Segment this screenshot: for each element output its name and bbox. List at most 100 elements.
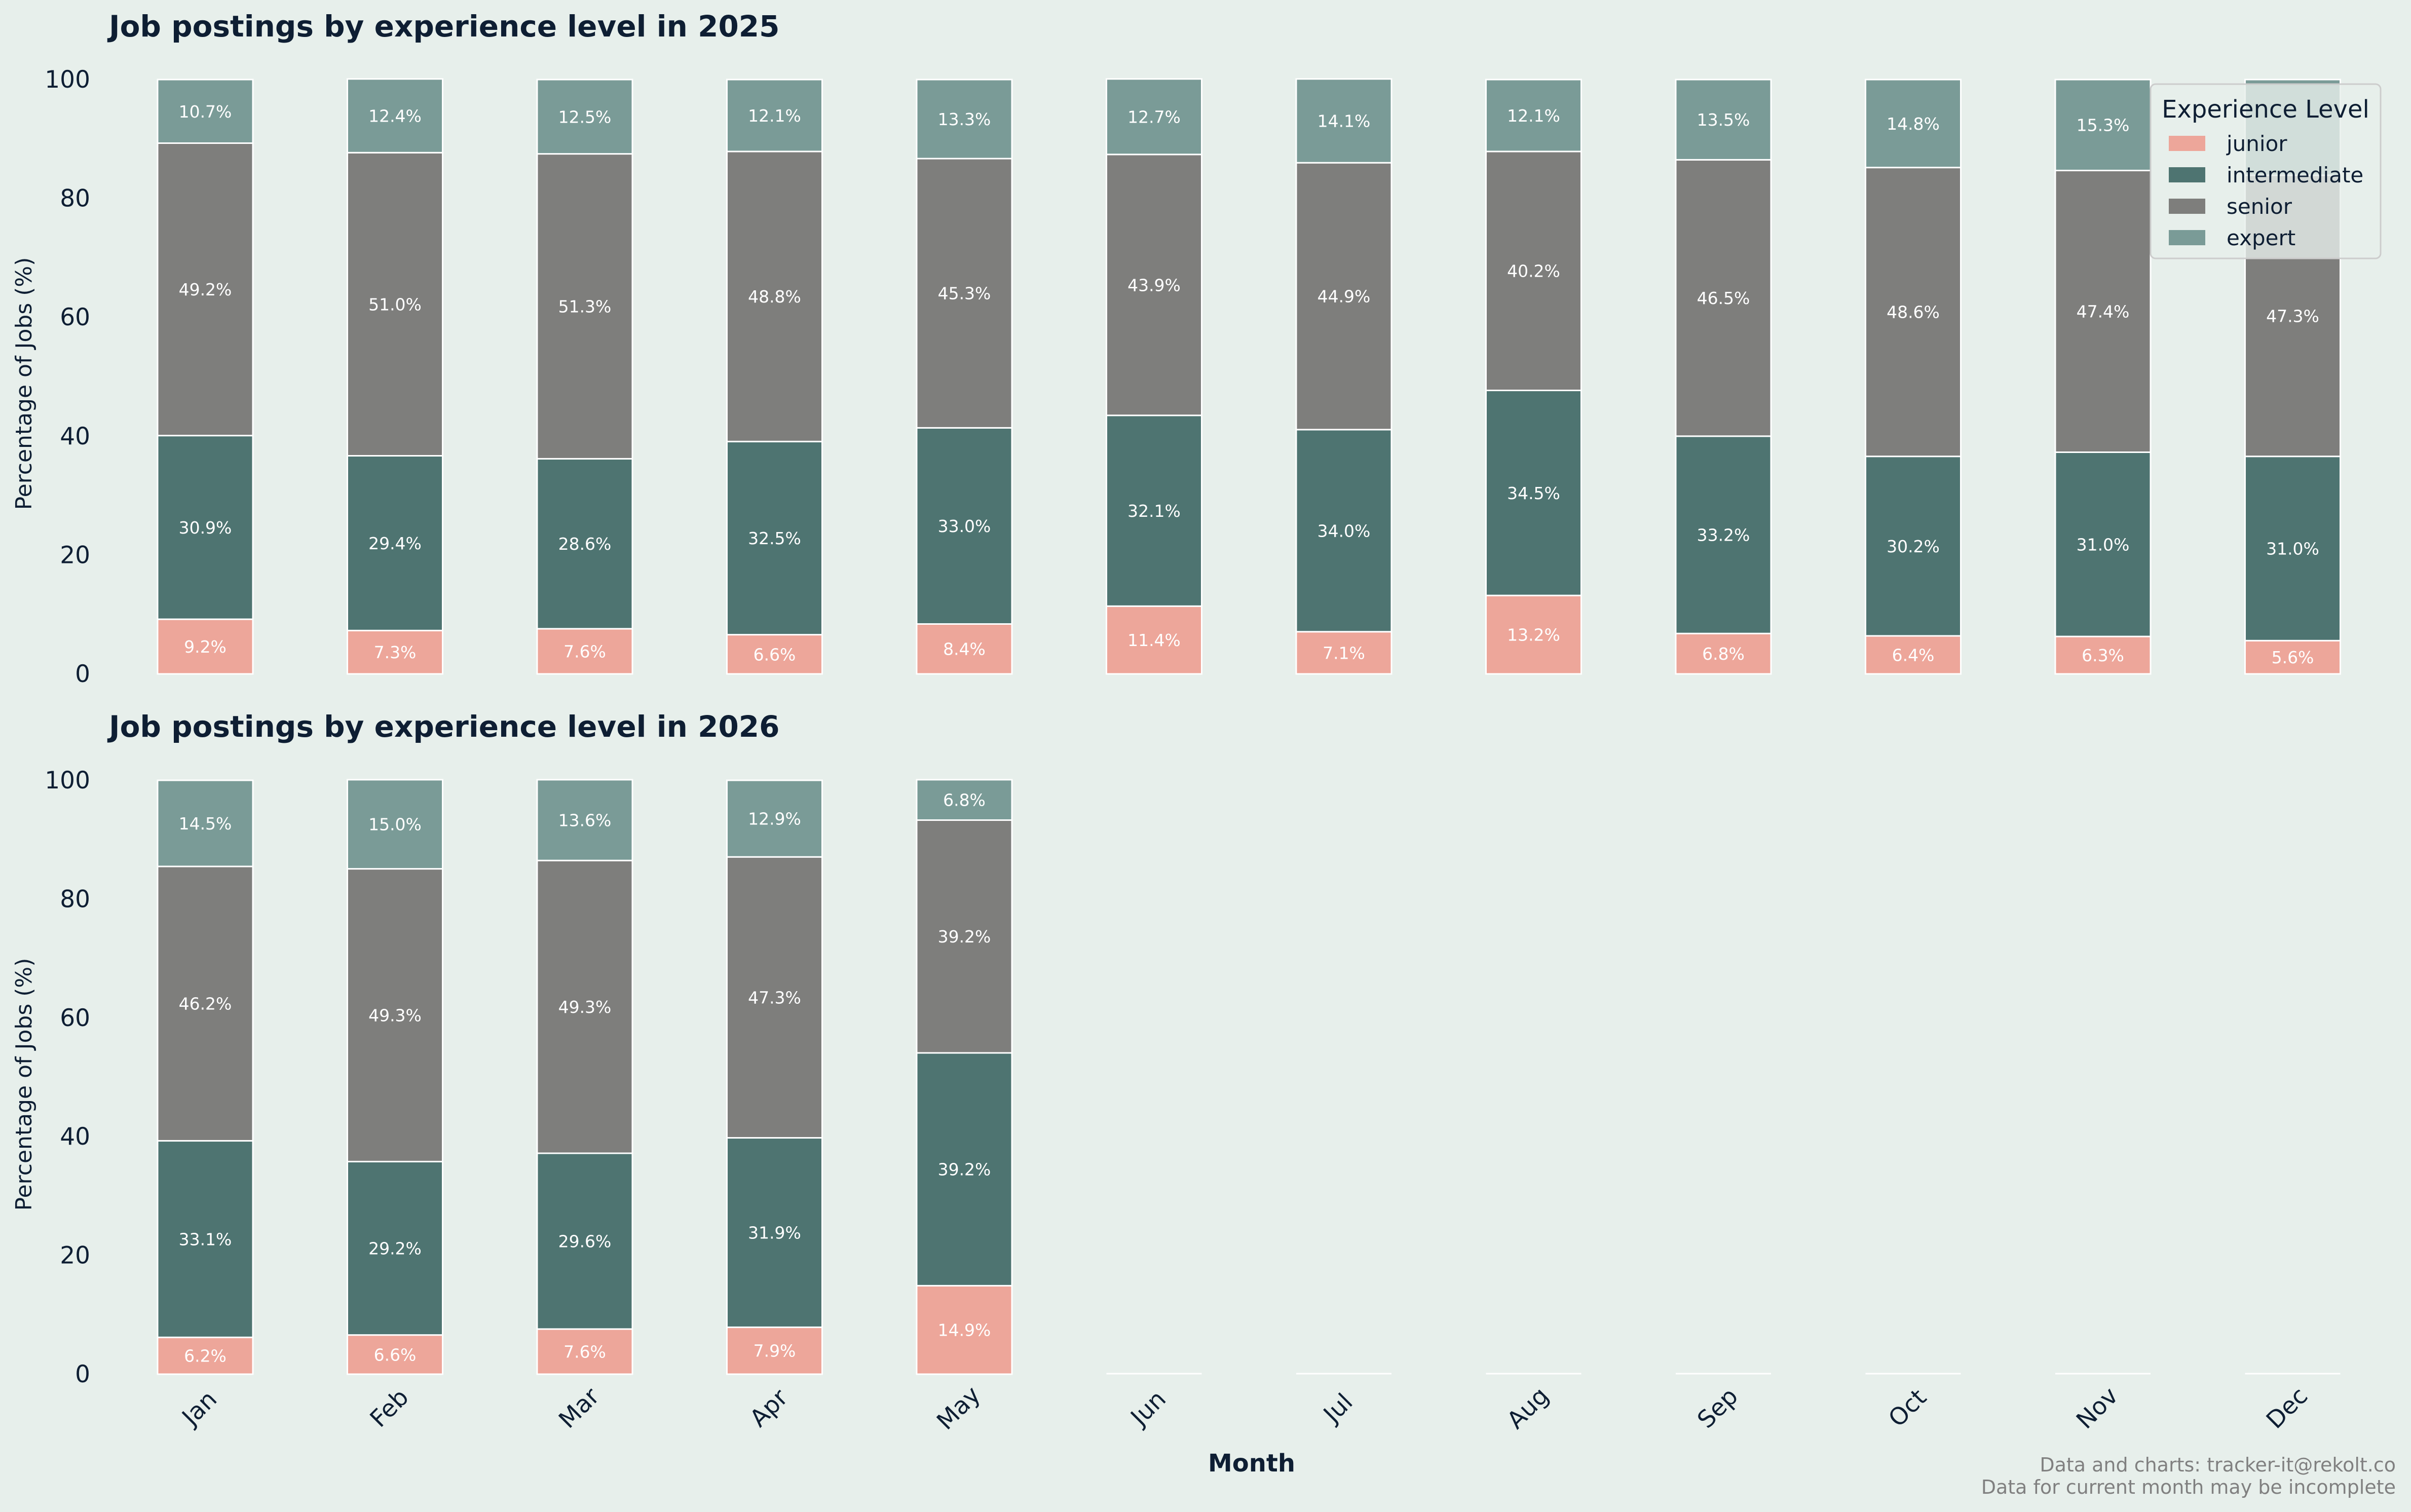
panel-2025: Job postings by experience level in 2025… [11,9,2341,688]
bar-segment-senior [726,150,823,442]
bar-segment-senior [1295,162,1392,431]
x-tick-label: Nov [2071,1382,2124,1434]
bar-segment-expert [1675,79,1772,161]
y-tick-label: 100 [45,66,90,94]
legend-box [2150,83,2382,259]
data-label-expert: 10.7% [179,102,232,122]
bar-segment-expert [347,779,443,870]
bar-segment-intermediate [536,1152,633,1330]
x-tick-label: Aug [1502,1382,1555,1434]
data-label-expert: 13.5% [1697,110,1750,130]
bar-segment-expert [536,779,633,861]
bar-segment-senior [916,819,1013,1054]
y-tick-label: 20 [60,1242,90,1270]
data-label-senior: 48.6% [1887,303,1940,322]
data-label-junior: 6.2% [184,1346,227,1366]
y-axis-label-2026: Percentage of Jobs (%) [11,958,37,1211]
data-label-senior: 48.8% [748,287,801,307]
bar-segment-junior [726,634,823,675]
y-tick-label: 100 [45,767,90,795]
data-label-senior: 43.9% [1127,275,1181,295]
data-label-intermediate: 34.0% [1317,521,1371,541]
data-label-junior: 9.2% [184,637,227,657]
bar-segment-senior [1106,154,1202,417]
data-label-intermediate: 30.2% [1887,537,1940,556]
bar-segment-junior [2054,635,2152,675]
x-tick-label: Dec [2261,1382,2313,1434]
legend-swatch-junior [2169,136,2205,151]
data-label-intermediate: 33.2% [1697,525,1750,545]
data-label-expert: 12.4% [368,106,422,126]
y-tick-label: 60 [60,1004,90,1032]
bar-segment-senior [726,856,823,1139]
data-label-senior: 47.4% [2077,301,2130,321]
panel-2026: Job postings by experience level in 2026… [11,709,2341,1478]
bar-segment-junior [157,618,254,675]
data-label-expert: 14.8% [1887,114,1940,134]
bar-segment-intermediate [2054,451,2152,637]
data-label-senior: 51.0% [368,294,422,314]
x-axis-label: Month [1208,1449,1295,1478]
bars-2025 [157,78,2341,675]
x-ticks: Jan Feb Mar Apr May Jun Jul Aug Sep Oct Nov Dec [176,1381,2313,1435]
bar-segment-junior [347,629,443,675]
data-label-intermediate: 29.4% [368,534,422,553]
data-label-junior: 6.8% [1702,644,1745,664]
data-label-senior: 49.2% [179,280,232,299]
bar-segment-expert [916,79,1013,160]
data-label-senior: 46.5% [1697,288,1750,308]
data-label-junior: 7.6% [563,1342,606,1362]
data-label-intermediate: 30.9% [179,518,232,538]
data-label-intermediate: 34.5% [1507,483,1560,503]
x-tick-label: Apr [744,1383,794,1432]
data-label-intermediate: 33.0% [938,516,991,536]
bar-segment-expert [536,79,633,155]
legend-label-junior: junior [2226,131,2287,156]
data-label-intermediate: 31.0% [2266,539,2319,558]
data-label-expert: 14.1% [1317,111,1371,131]
bar-segment-intermediate [726,1137,823,1328]
x-tick-label: Jun [1124,1385,1172,1432]
data-label-junior: 7.6% [563,641,606,661]
data-label-expert: 12.7% [1127,107,1181,127]
bar-segment-expert [726,79,823,153]
data-label-junior: 6.6% [374,1345,417,1365]
data-label-intermediate: 31.0% [2077,535,2130,554]
bar-segment-junior [726,1326,823,1375]
x-tick-label: May [931,1381,986,1435]
bar-segment-expert [347,78,443,154]
bar-segment-intermediate [2244,456,2341,641]
data-label-junior: 13.2% [1507,625,1560,645]
data-label-expert: 15.3% [2077,116,2130,135]
data-label-expert: 13.6% [558,811,612,830]
bar-segment-intermediate [536,458,633,630]
bar-segment-expert [1865,79,1962,169]
y-tick-label: 80 [60,885,90,913]
data-labels-2025: 9.2% 30.9% 49.2% 10.7% 7.3% 29.4% 51.0% 12.4% 7.… [179,102,2319,667]
x-tick-label: Jan [176,1385,222,1432]
bar-segment-expert [157,79,254,144]
bar-segment-junior [916,623,1013,675]
data-label-expert: 12.1% [748,106,801,126]
data-label-expert: 13.3% [938,109,991,129]
data-label-intermediate: 32.1% [1127,501,1181,521]
y-tick-label: 20 [60,541,90,569]
bar-segment-junior [157,1336,254,1375]
data-label-senior: 39.2% [938,927,991,947]
bar-segment-junior [536,628,633,675]
data-label-junior: 7.9% [754,1341,796,1361]
bar-segment-expert [1295,78,1392,164]
data-label-senior: 46.2% [179,994,232,1014]
data-label-expert: 14.5% [179,814,232,834]
bar-segment-senior [347,868,443,1162]
data-label-senior: 51.3% [558,296,612,316]
data-label-junior: 8.4% [943,639,986,659]
x-tick-label: Jul [1317,1388,1358,1429]
data-label-junior: 7.3% [374,642,417,662]
data-label-senior: 47.3% [2266,306,2319,326]
bar-segment-intermediate [1485,389,1582,596]
bar-segment-junior [916,1284,1013,1375]
y-tick-label: 40 [60,423,90,450]
data-label-intermediate: 28.6% [558,534,612,554]
data-label-intermediate: 39.2% [938,1160,991,1180]
